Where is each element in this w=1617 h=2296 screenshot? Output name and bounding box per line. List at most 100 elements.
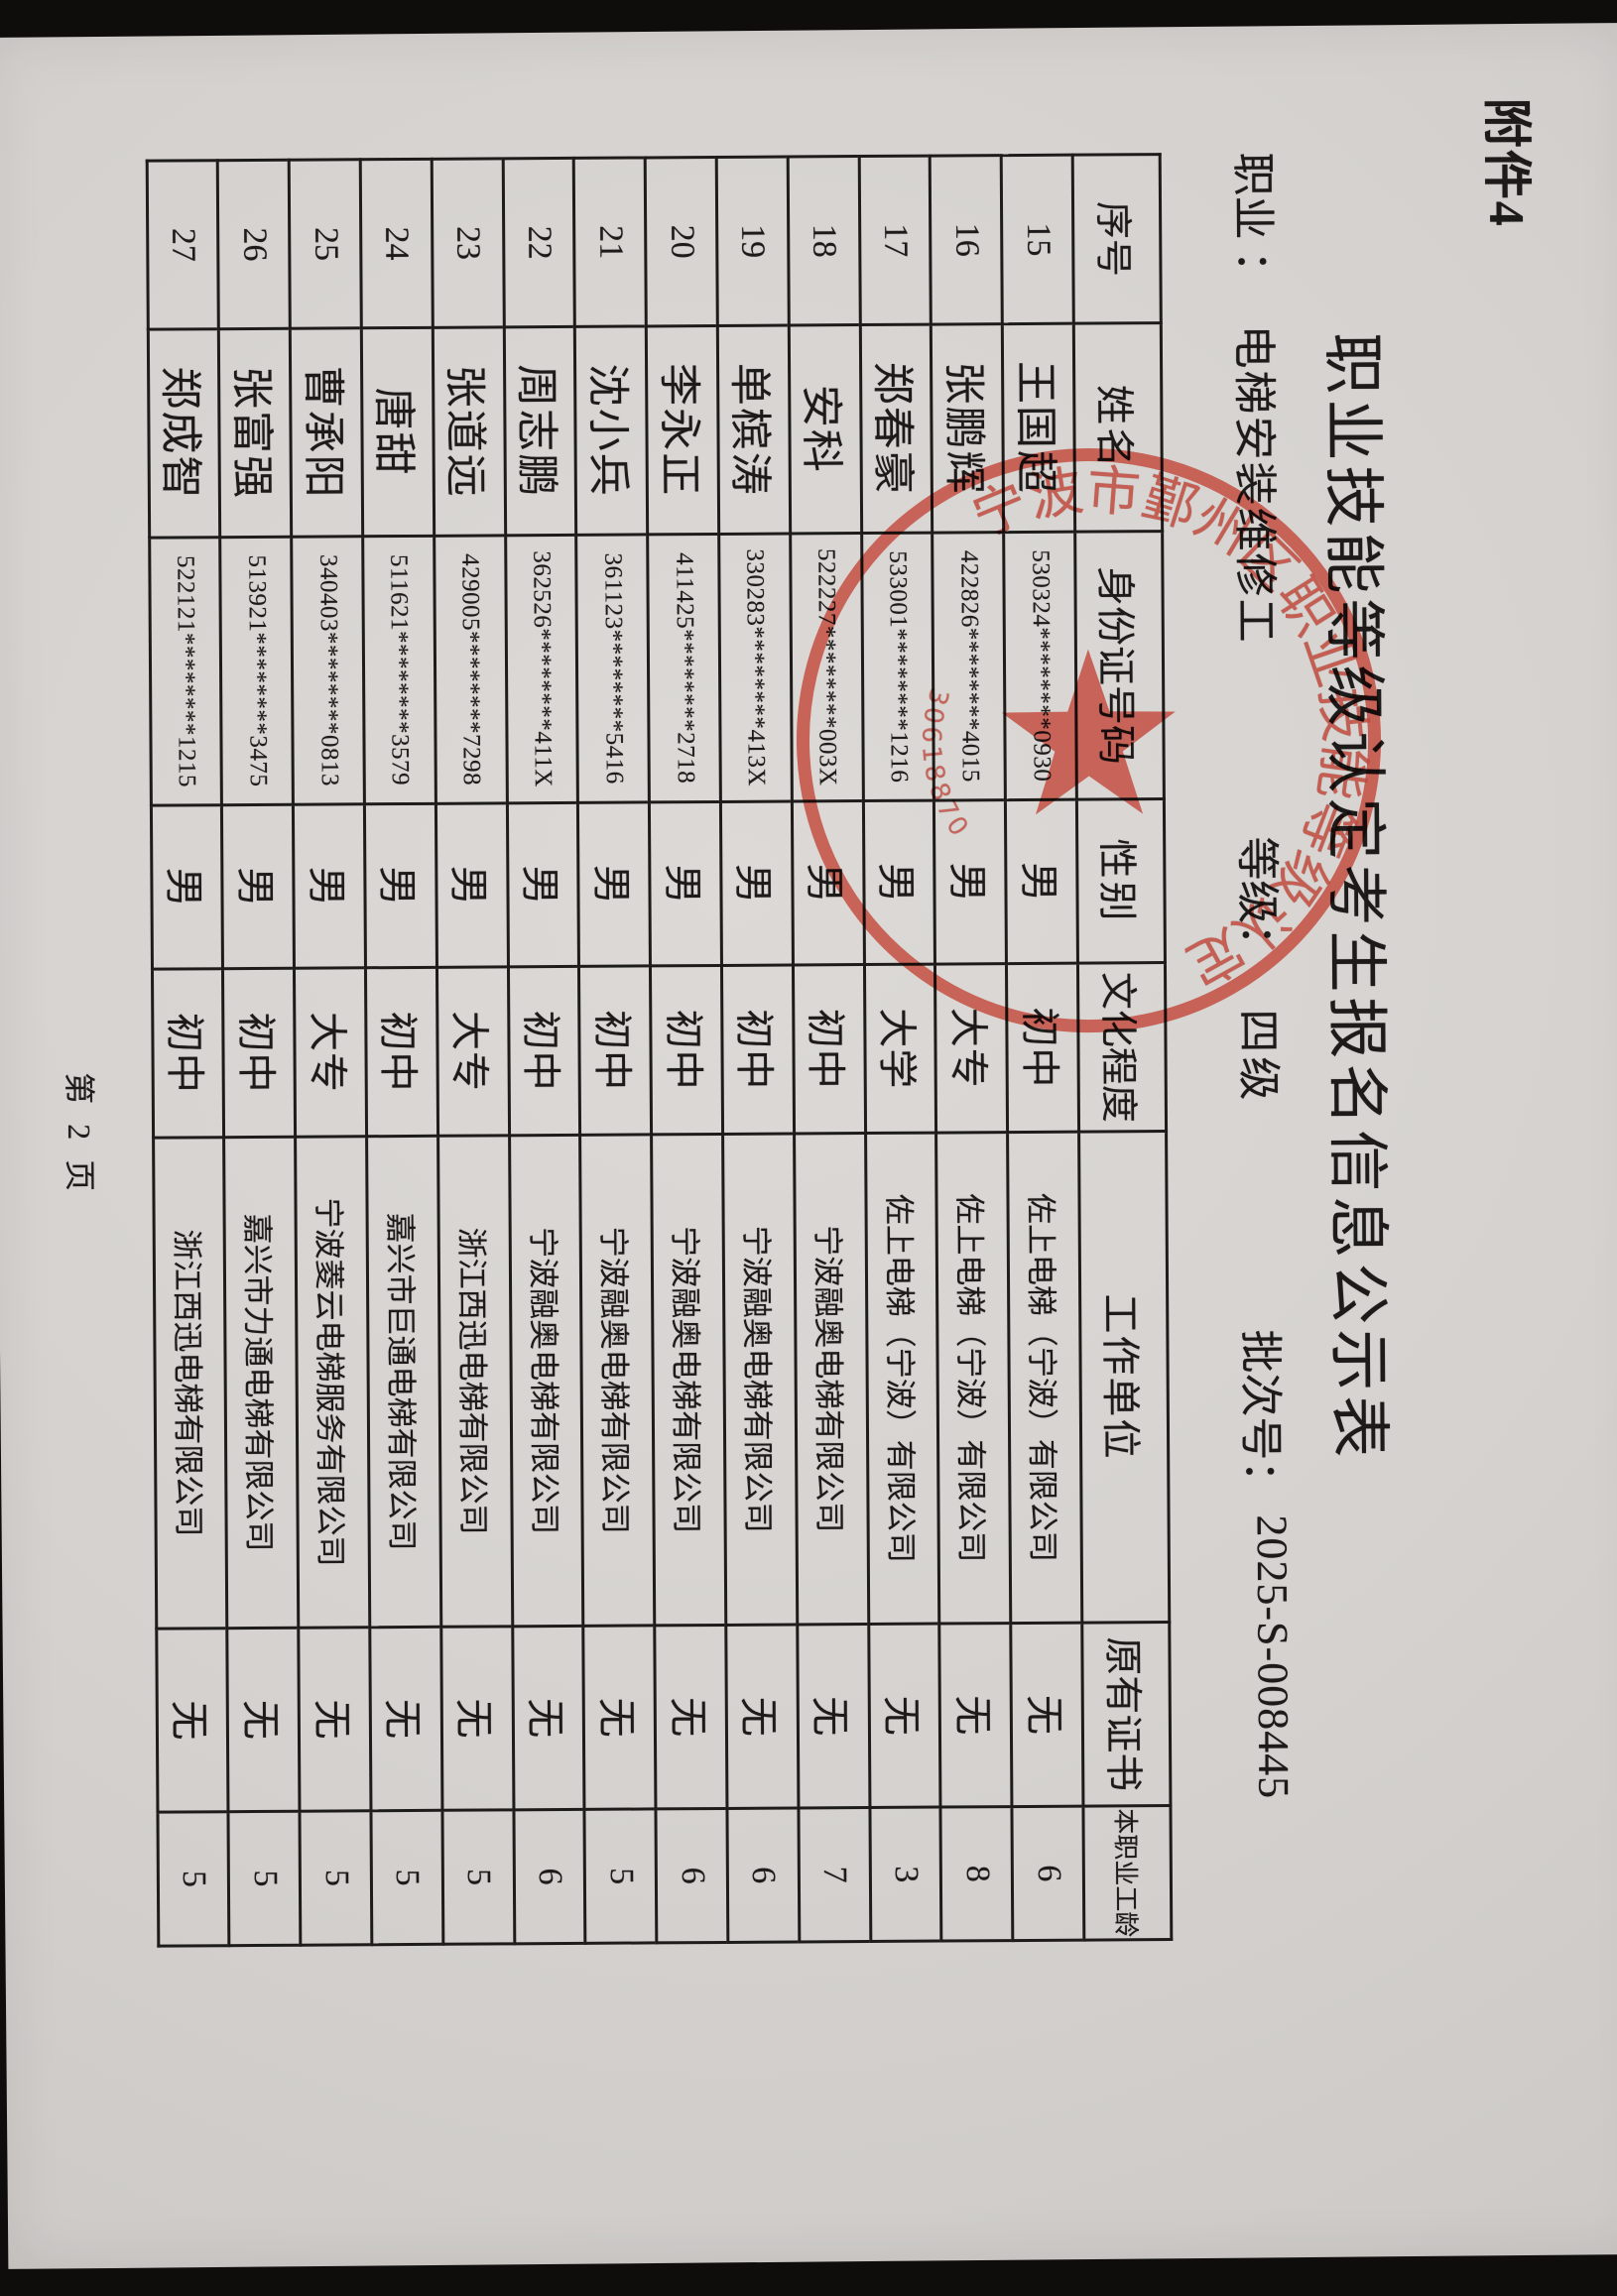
cell-id-number: 361123********5416: [576, 534, 650, 803]
cell-seq: 19: [716, 157, 790, 326]
cell-work-years: 6: [1012, 1806, 1084, 1941]
cell-seq: 22: [502, 158, 575, 327]
document-content: 附件4 职业技能等级认定考生报名信息公示表 职业 ： 电梯安装维修工 等级： 四…: [0, 23, 1617, 2269]
cell-name: 张道远: [433, 326, 506, 537]
cell-prior-certificate: 无: [299, 1627, 371, 1812]
table-row: 19 单槟涛 330283********413X 男 初中 宁波融奥电梯有限公…: [716, 157, 800, 1943]
cell-name: 张富强: [218, 328, 292, 538]
table-row: 26 张富强 513921********3475 男 初中 嘉兴市力通电梯有限…: [217, 160, 302, 1946]
cell-gender: 男: [720, 800, 794, 966]
cell-name: 唐甜: [361, 327, 435, 537]
cell-gender: 男: [151, 804, 223, 970]
cell-employer: 宁波融奥电梯有限公司: [722, 1133, 798, 1626]
cell-id-number: 411425********2718: [647, 534, 721, 802]
cell-employer: 嘉兴市力通电梯有限公司: [224, 1137, 300, 1629]
cell-education: 初中: [650, 965, 723, 1135]
cell-education: 初中: [721, 964, 795, 1135]
cell-education: 初中: [222, 968, 296, 1138]
cell-employer: 宁波融奥电梯有限公司: [794, 1133, 869, 1625]
cell-name: 沈小兵: [574, 325, 648, 536]
table-row: 27 郑成智 522121********1215 男 初中 浙江西迅电梯有限公…: [146, 160, 230, 1947]
batch-number: 2025-S-008445: [1247, 1514, 1299, 1800]
cell-prior-certificate: 无: [512, 1626, 585, 1810]
table-row: 20 李永正 411425********2718 男 初中 宁波融奥电梯有限公…: [645, 157, 728, 1943]
cell-gender: 男: [435, 802, 509, 968]
cell-gender: 男: [507, 802, 579, 967]
table-row: 21 沈小兵 361123********5416 男 初中 宁波融奥电梯有限公…: [573, 157, 658, 1944]
cell-prior-certificate: 无: [725, 1624, 799, 1809]
cell-education: 初中: [152, 968, 225, 1139]
cell-work-years: 8: [940, 1806, 1014, 1942]
cell-education: 初中: [365, 967, 438, 1137]
cell-seq: 26: [217, 160, 291, 329]
cell-name: 李永正: [646, 325, 719, 535]
cell-gender: 男: [649, 801, 722, 966]
cell-employer: 宁波融奥电梯有限公司: [579, 1134, 655, 1627]
cell-name: 周志鹏: [503, 326, 577, 536]
cell-seq: 15: [1001, 155, 1074, 324]
cell-seq: 16: [930, 155, 1003, 325]
cell-work-years: 5: [228, 1811, 302, 1946]
header-employer: 工作单位: [1078, 1131, 1170, 1624]
cell-employer: 宁波菱云电梯服务有限公司: [295, 1136, 370, 1629]
seal-outer-ring: [797, 448, 1382, 1033]
cell-seq: 18: [788, 156, 860, 326]
cell-seq: 25: [289, 159, 362, 329]
cell-id-number: 511621********3579: [362, 536, 436, 804]
cell-id-number: 522121********1215: [149, 537, 222, 806]
cell-prior-certificate: 无: [227, 1628, 301, 1812]
cell-employer: 佐上电梯（宁波）有限公司: [935, 1132, 1011, 1625]
cell-work-years: 6: [513, 1809, 586, 1944]
info-line: 职业 ： 电梯安装维修工 等级： 四级 批次号： 2025-S-008445: [1228, 23, 1303, 2269]
cell-seq: 24: [360, 159, 434, 328]
attachment-label: 附件4: [1478, 97, 1536, 229]
header-prior-certificate: 原有证书: [1081, 1622, 1171, 1807]
cell-work-years: 6: [656, 1808, 728, 1943]
cell-work-years: 3: [869, 1807, 942, 1942]
cell-prior-certificate: 无: [440, 1626, 514, 1811]
cell-education: 初中: [578, 965, 652, 1136]
cell-gender: 男: [577, 801, 651, 967]
cell-prior-certificate: 无: [654, 1625, 727, 1809]
cell-employer: 佐上电梯（宁波）有限公司: [1007, 1132, 1082, 1624]
cell-work-years: 5: [370, 1810, 443, 1945]
cell-prior-certificate: 无: [1010, 1623, 1083, 1807]
cell-work-years: 5: [441, 1809, 515, 1945]
table-row: 23 张道远 429005********7298 男 大专 浙江西迅电梯有限公…: [432, 158, 515, 1945]
cell-employer: 浙江西迅电梯有限公司: [437, 1135, 513, 1628]
cell-gender: 男: [221, 804, 295, 969]
cell-education: 大专: [294, 967, 367, 1138]
cell-education: 大专: [436, 966, 510, 1137]
cell-seq: 20: [645, 157, 718, 326]
scanned-paper-sheet: 附件4 职业技能等级认定考生报名信息公示表 职业 ： 电梯安装维修工 等级： 四…: [0, 22, 1617, 2269]
occupation-label: 职业 ：: [1227, 152, 1278, 295]
cell-prior-certificate: 无: [797, 1624, 870, 1808]
cell-work-years: 5: [584, 1808, 658, 1944]
cell-name: 郑成智: [147, 328, 221, 539]
header-seq: 序号: [1072, 154, 1162, 324]
cell-prior-certificate: 无: [868, 1624, 941, 1808]
cell-id-number: 340403********0813: [291, 536, 365, 805]
cell-seq: 27: [146, 160, 219, 330]
cell-prior-certificate: 无: [369, 1627, 442, 1811]
cell-id-number: 362526********411X: [505, 535, 578, 803]
cell-employer: 宁波融奥电梯有限公司: [651, 1134, 726, 1626]
cell-prior-certificate: 无: [156, 1628, 229, 1813]
cell-seq: 17: [858, 156, 932, 325]
header-work-years: 本职业工龄: [1082, 1805, 1172, 1941]
cell-id-number: 513921********3475: [220, 537, 294, 805]
page-number: 第 2 页: [61, 1072, 98, 1198]
official-red-seal: 宁波市鄞州区职业技能等级认定 306188706: [797, 392, 1428, 1033]
cell-work-years: 5: [157, 1811, 230, 1947]
cell-prior-certificate: 无: [939, 1623, 1013, 1808]
cell-employer: 嘉兴市巨通电梯有限公司: [366, 1136, 441, 1628]
cell-employer: 浙江西迅电梯有限公司: [153, 1137, 228, 1630]
cell-prior-certificate: 无: [583, 1625, 657, 1810]
cell-employer: 佐上电梯（宁波）有限公司: [865, 1133, 940, 1625]
seal-star-icon: [1001, 649, 1176, 815]
cell-education: 初中: [508, 966, 580, 1136]
cell-gender: 男: [293, 803, 366, 969]
cell-seq: 21: [573, 157, 647, 327]
table-row: 24 唐甜 511621********3579 男 初中 嘉兴市巨通电梯有限公…: [360, 159, 443, 1945]
